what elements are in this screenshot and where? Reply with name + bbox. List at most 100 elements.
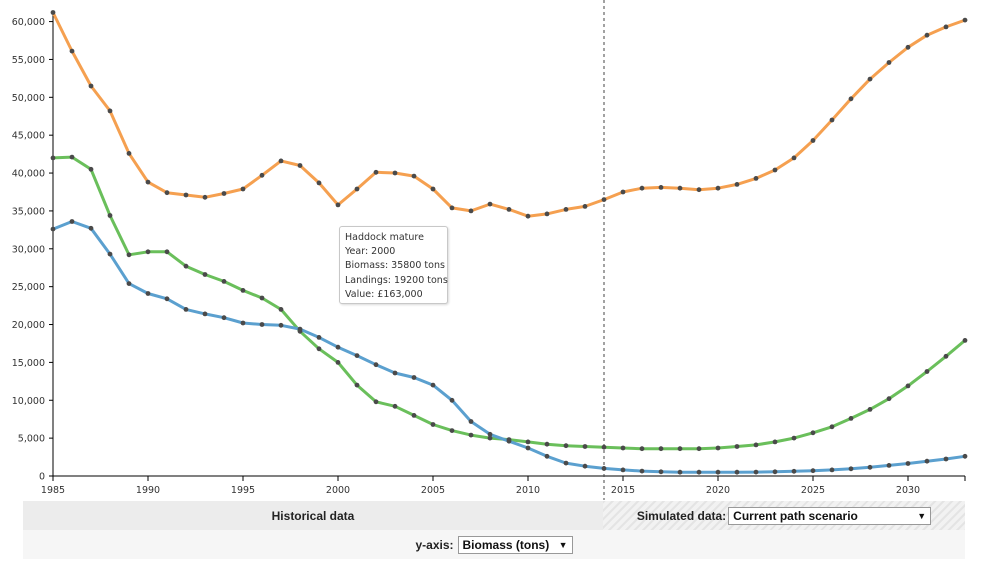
data-point — [126, 252, 132, 258]
data-point — [88, 83, 94, 89]
x-tick-label: 2010 — [516, 485, 540, 496]
data-point — [126, 151, 132, 156]
tooltip: Haddock mature Year: 2000 Biomass: 35800… — [339, 226, 448, 304]
data-point — [221, 279, 227, 284]
tooltip-year: Year: 2000 — [345, 246, 396, 258]
data-point — [392, 403, 398, 409]
data-point — [449, 205, 455, 211]
data-point — [221, 191, 227, 196]
y-tick-label: 55,000 — [12, 55, 45, 66]
data-point — [696, 469, 702, 475]
data-point — [810, 138, 816, 143]
data-point — [392, 170, 398, 176]
data-point — [924, 458, 930, 464]
data-point — [297, 326, 303, 332]
data-point — [392, 370, 398, 376]
data-point — [202, 311, 208, 317]
line-chart: 0 5,000 10,000 15,000 20,000 25,000 30,000 35,0… — [12, 0, 968, 500]
y-tick-label: 45,000 — [12, 131, 45, 142]
data-point — [905, 461, 911, 466]
data-point — [753, 176, 759, 181]
data-point — [164, 296, 170, 302]
series-line — [51, 11, 967, 218]
data-point — [183, 192, 189, 198]
data-point — [373, 169, 379, 175]
x-tick-label: 1995 — [231, 485, 255, 496]
x-tick-label: 2005 — [421, 485, 445, 496]
data-point — [715, 469, 721, 475]
data-point — [430, 422, 436, 427]
historical-data-label: Historical data — [271, 508, 355, 523]
data-point — [506, 207, 512, 212]
data-point — [601, 197, 607, 203]
y-tick-label: 25,000 — [12, 282, 45, 293]
data-point — [506, 438, 512, 444]
data-point — [525, 445, 531, 451]
data-point — [601, 466, 607, 471]
data-point — [69, 219, 75, 224]
data-point — [468, 208, 474, 214]
yaxis-select[interactable]: Biomass (tons) ▼ — [457, 535, 573, 554]
data-point — [639, 468, 645, 474]
data-point — [316, 335, 322, 340]
data-point — [88, 225, 94, 231]
data-point — [582, 463, 588, 469]
data-point — [278, 322, 284, 328]
scenario-select[interactable]: Current path scenario ▼ — [728, 506, 932, 525]
data-point — [354, 186, 360, 192]
data-point — [145, 249, 151, 255]
data-point — [848, 466, 854, 472]
data-point — [164, 190, 170, 196]
data-point — [734, 469, 740, 475]
data-point — [962, 453, 968, 459]
data-point — [658, 469, 664, 475]
data-point — [639, 446, 645, 452]
data-point — [772, 469, 778, 475]
data-point — [829, 117, 835, 123]
data-point — [677, 446, 683, 452]
y-tick-label: 0 — [39, 472, 45, 483]
data-point — [905, 44, 911, 50]
data-point — [734, 182, 740, 187]
data-point — [924, 369, 930, 374]
data-point — [126, 281, 132, 286]
historical-data-band: Historical data — [23, 501, 603, 530]
y-tick-label: 10,000 — [12, 396, 45, 407]
data-point — [202, 272, 208, 277]
data-point — [278, 307, 284, 312]
yaxis-control-band: y-axis: Biomass (tons) ▼ — [23, 530, 965, 559]
data-point — [962, 338, 968, 343]
data-point — [620, 189, 626, 195]
x-tick-label: 1985 — [41, 485, 65, 496]
data-point — [487, 201, 493, 207]
data-point — [791, 468, 797, 474]
yaxis-label: y-axis: — [415, 537, 454, 552]
data-point — [886, 463, 892, 468]
data-point — [943, 24, 949, 30]
y-tick-label: 20,000 — [12, 320, 45, 331]
series-line — [51, 220, 967, 474]
tooltip-value: Value: £163,000 — [345, 288, 423, 300]
y-tick-label: 35,000 — [12, 206, 45, 217]
data-point — [202, 194, 208, 200]
y-tick-label: 15,000 — [12, 358, 45, 369]
data-point — [221, 315, 227, 321]
data-point — [430, 186, 436, 192]
simulated-data-label: Simulated data: — [636, 508, 727, 523]
x-tick-label: 2000 — [326, 485, 350, 496]
data-point — [88, 166, 94, 172]
data-point — [373, 362, 379, 368]
chevron-down-icon: ▼ — [917, 510, 927, 521]
data-point — [354, 382, 360, 388]
y-tick-label: 30,000 — [12, 244, 45, 255]
data-point — [677, 469, 683, 475]
data-point — [677, 185, 683, 191]
data-point — [145, 291, 151, 296]
data-point — [107, 108, 113, 114]
data-point — [183, 263, 189, 269]
data-point — [791, 435, 797, 441]
data-point — [582, 204, 588, 209]
data-point — [829, 467, 835, 473]
data-point — [50, 226, 56, 232]
data-point — [962, 17, 968, 23]
